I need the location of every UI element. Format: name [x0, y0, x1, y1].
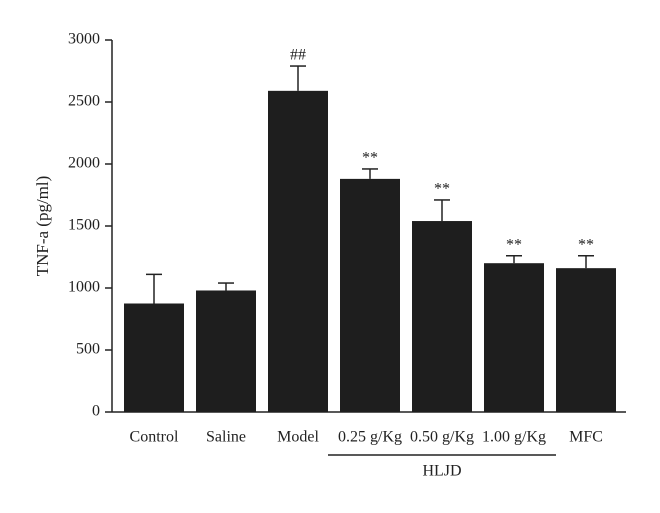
- x-tick-label: Model: [277, 429, 319, 446]
- y-axis-label: TNF-a (pg/ml): [33, 176, 52, 277]
- y-tick-label: 500: [76, 341, 100, 358]
- y-tick-label: 3000: [68, 31, 100, 48]
- bar: [124, 303, 184, 412]
- annotation: ##: [290, 47, 306, 64]
- x-tick-label: 1.00 g/Kg: [482, 429, 546, 446]
- x-tick-label: 0.25 g/Kg: [338, 429, 402, 446]
- annotation: **: [434, 181, 450, 198]
- x-tick-label: MFC: [569, 429, 603, 446]
- y-tick-label: 2000: [68, 155, 100, 172]
- y-tick-label: 0: [92, 403, 100, 420]
- x-tick-label: Control: [130, 429, 179, 446]
- bar: [556, 268, 616, 412]
- bar: [196, 290, 256, 412]
- annotation: **: [506, 236, 522, 253]
- x-tick-label: Saline: [206, 429, 246, 446]
- y-tick-label: 1500: [68, 217, 100, 234]
- bar: [268, 90, 328, 412]
- annotation: **: [578, 236, 594, 253]
- annotation: **: [362, 150, 378, 167]
- bar: [412, 221, 472, 412]
- bar: [484, 263, 544, 412]
- x-tick-label: 0.50 g/Kg: [410, 429, 474, 446]
- y-tick-label: 1000: [68, 279, 100, 296]
- group-label: HLJD: [422, 463, 461, 480]
- y-tick-label: 2500: [68, 93, 100, 110]
- bar: [340, 178, 400, 412]
